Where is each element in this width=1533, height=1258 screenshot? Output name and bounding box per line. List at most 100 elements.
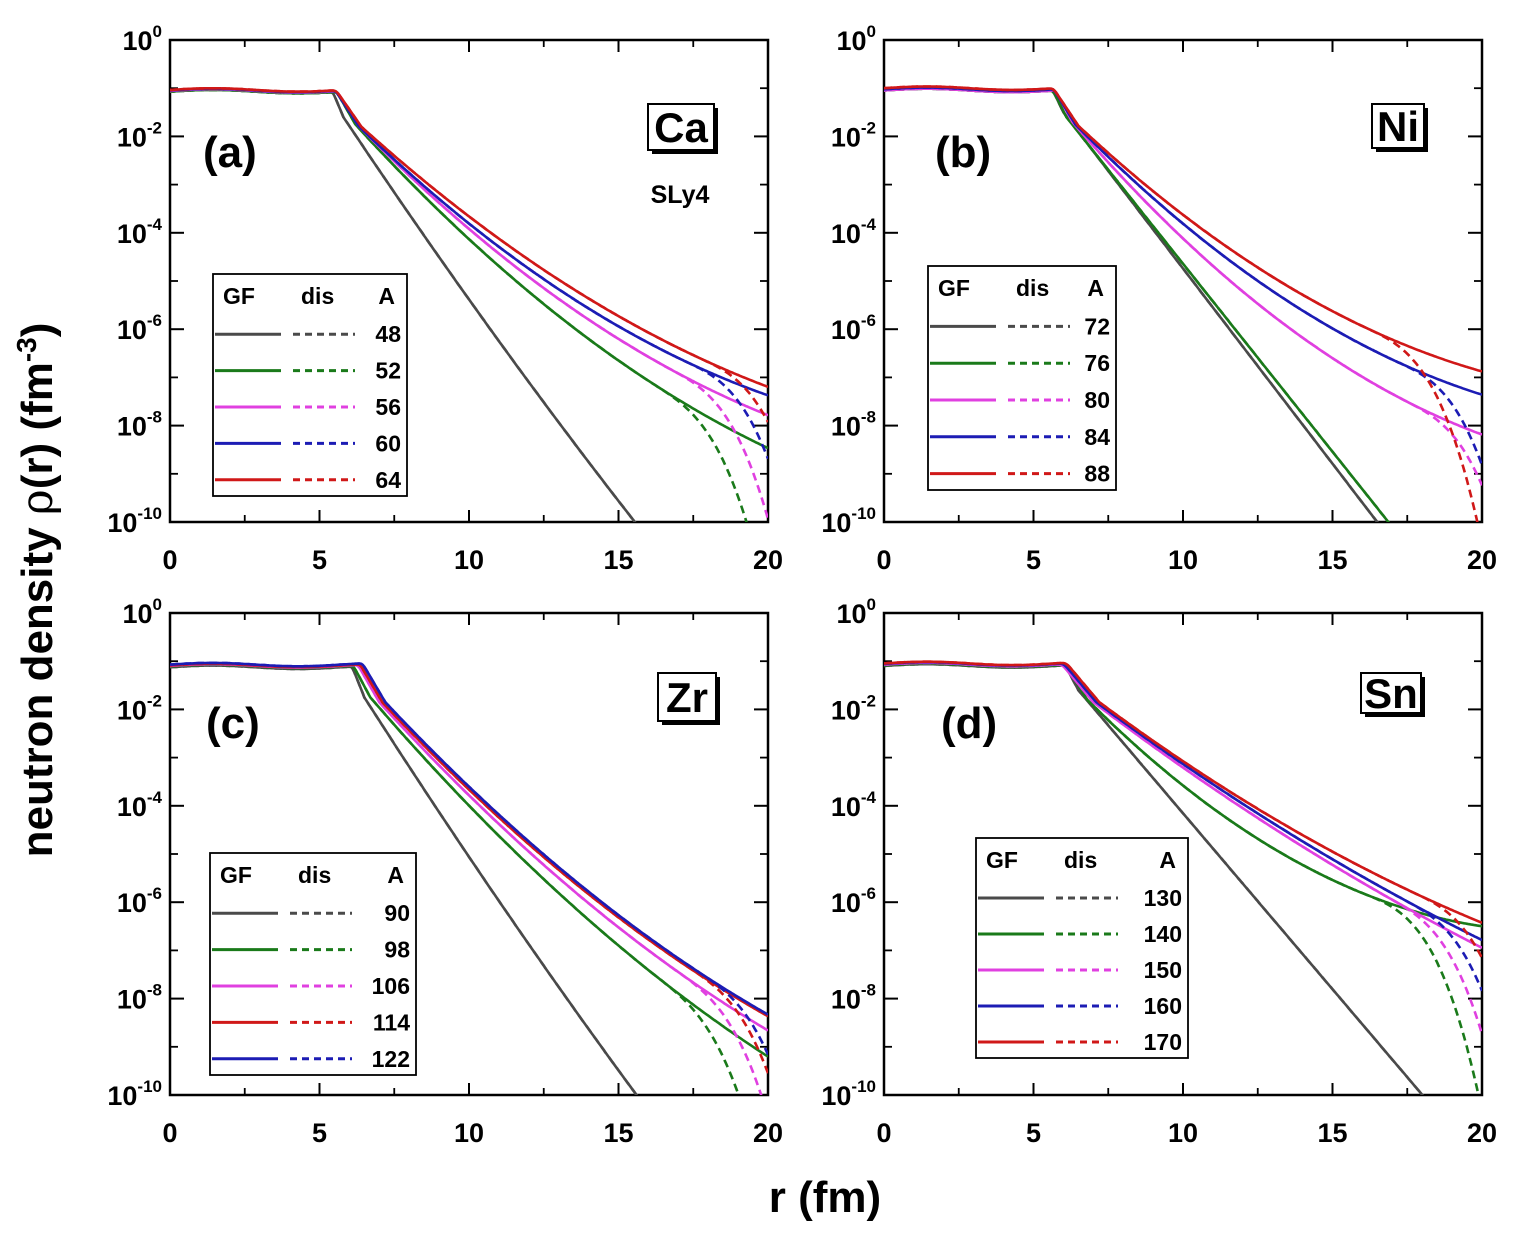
- series-gf-A122: [170, 661, 768, 1016]
- legend: GF dis A 90 98 106 114 122: [209, 852, 417, 1076]
- x-tick-label: 15: [1317, 545, 1347, 575]
- y-tick-label: 10-4: [117, 215, 163, 249]
- panel-ca: 0 5 10 15 20 100 10-2 10-4 10-6 10-8 10-10 (a) Ca SLy…: [107, 22, 783, 575]
- legend-value-A: 98: [384, 937, 410, 963]
- legend-value-A: 106: [372, 973, 410, 999]
- y-tick-label: 10-8: [831, 981, 876, 1015]
- y-tick-label: 10-6: [831, 884, 876, 918]
- panel-label: (b): [935, 128, 991, 177]
- panel-ni: 0 5 10 15 20 100 10-2 10-4 10-6 10-8 10-10 (b) Ni GF d…: [821, 22, 1497, 575]
- legend: GF dis A 72 76 80 84 88: [927, 265, 1117, 491]
- y-axis-title-mid: (r) (fm: [13, 362, 62, 489]
- legend-header-dis: dis: [1064, 847, 1097, 873]
- legend-value-A: 56: [375, 394, 401, 420]
- y-axis-title: neutron density ρ(r) (fm-3): [11, 323, 63, 858]
- element-symbol: Zr: [666, 674, 708, 721]
- legend-value-A: 140: [1144, 921, 1182, 947]
- y-tick-label: 10-8: [831, 408, 876, 442]
- legend-header-dis: dis: [1016, 275, 1049, 301]
- x-tick-label: 5: [312, 1118, 327, 1148]
- y-tick-label: 10-10: [821, 504, 876, 538]
- element-box: [1360, 672, 1422, 714]
- y-tick-label: 10-6: [117, 311, 162, 345]
- y-tick-label: 10-6: [831, 311, 876, 345]
- y-tick-label: 10-2: [117, 118, 162, 152]
- y-tick-label: 100: [122, 22, 162, 56]
- y-tick-label: 10-10: [107, 1077, 162, 1111]
- legend-box: [975, 837, 1189, 1059]
- y-tick-label: 10-2: [831, 691, 876, 725]
- y-tick-label: 10-10: [821, 1077, 876, 1111]
- legend-value-A: 88: [1084, 461, 1110, 487]
- element-symbol: Ni: [1377, 103, 1419, 150]
- y-tick-label: 10-4: [117, 788, 163, 822]
- series-gf-A88: [884, 85, 1482, 373]
- y-tick-label: 10-10: [107, 504, 162, 538]
- x-axis-title: r (fm): [769, 1173, 881, 1222]
- series-gf-A170: [884, 660, 1482, 925]
- legend-value-A: 170: [1144, 1029, 1182, 1055]
- panel-zr: 0 5 10 15 20 100 10-2 10-4 10-6 10-8 10-10 (c) Zr GF d…: [107, 595, 783, 1148]
- legend-value-A: 60: [375, 430, 401, 456]
- element-symbol: Ca: [654, 104, 708, 151]
- legend-value-A: 150: [1144, 957, 1182, 983]
- legend-header-a: A: [1087, 275, 1104, 301]
- curves-group: [170, 87, 768, 522]
- y-tick-label: 10-8: [117, 408, 162, 442]
- x-tick-label: 10: [454, 1118, 484, 1148]
- legend-value-A: 64: [375, 467, 401, 493]
- y-tick-label: 10-2: [117, 691, 162, 725]
- x-tick-label: 0: [876, 1118, 891, 1148]
- y-axis-title-rho: ρ: [12, 489, 63, 515]
- legend-header-gf: GF: [223, 283, 255, 309]
- panel-label: (d): [941, 699, 997, 748]
- y-tick-label: 100: [836, 595, 876, 629]
- legend-header-gf: GF: [938, 275, 970, 301]
- y-tick-label: 100: [122, 595, 162, 629]
- x-tick-label: 0: [876, 545, 891, 575]
- element-box: [1371, 103, 1425, 149]
- legend-header-a: A: [1159, 847, 1176, 873]
- legend-header-gf: GF: [986, 847, 1018, 873]
- legend-value-A: 160: [1144, 993, 1182, 1019]
- legend-value-A: 80: [1084, 387, 1110, 413]
- y-tick-label: 10-2: [831, 118, 876, 152]
- x-tick-label: 5: [312, 545, 327, 575]
- panels-group: 0 5 10 15 2010010-210-410-610-810-10(a)CaSLy…: [107, 22, 1497, 1148]
- legend-header-a: A: [378, 283, 395, 309]
- x-tick-label: 15: [603, 1118, 633, 1148]
- panel-label: (c): [206, 699, 260, 748]
- x-tick-label: 5: [1026, 1118, 1041, 1148]
- legend-value-A: 90: [384, 900, 410, 926]
- legend-value-A: 52: [375, 358, 401, 384]
- y-axis-title-end: ): [13, 323, 62, 338]
- x-tick-label: 10: [454, 545, 484, 575]
- y-axis-title-exponent: -3: [11, 337, 42, 362]
- functional-note: SLy4: [651, 181, 710, 209]
- legend-header-dis: dis: [298, 862, 331, 888]
- legend: GF dis A 48 52 56 60 64: [212, 273, 408, 497]
- y-tick-label: 10-4: [831, 788, 877, 822]
- legend-box: [927, 265, 1117, 491]
- panel-label: (a): [203, 128, 257, 177]
- x-tick-label: 15: [1317, 1118, 1347, 1148]
- legend-header-gf: GF: [220, 862, 252, 888]
- legend-box: [209, 852, 417, 1076]
- y-tick-label: 10-8: [117, 981, 162, 1015]
- y-tick-label: 100: [836, 22, 876, 56]
- element-box: [647, 103, 715, 151]
- legend-value-A: 114: [373, 1009, 410, 1035]
- y-axis-title-prefix: neutron density: [13, 515, 62, 857]
- legend-value-A: 122: [372, 1046, 410, 1072]
- element-box: [657, 672, 717, 722]
- x-tick-label: 5: [1026, 545, 1041, 575]
- x-tick-label: 10: [1168, 545, 1198, 575]
- curves-group: [884, 85, 1482, 522]
- legend: GF dis A 130 140 150 160 170: [975, 837, 1189, 1059]
- legend-value-A: 84: [1084, 424, 1110, 450]
- legend-value-A: 76: [1084, 350, 1110, 376]
- panel-sn: 0 5 10 15 20 100 10-2 10-4 10-6 10-8 10-10 (d) Sn GF d…: [821, 595, 1497, 1148]
- element-symbol: Sn: [1364, 670, 1418, 717]
- x-tick-label: 20: [1467, 545, 1497, 575]
